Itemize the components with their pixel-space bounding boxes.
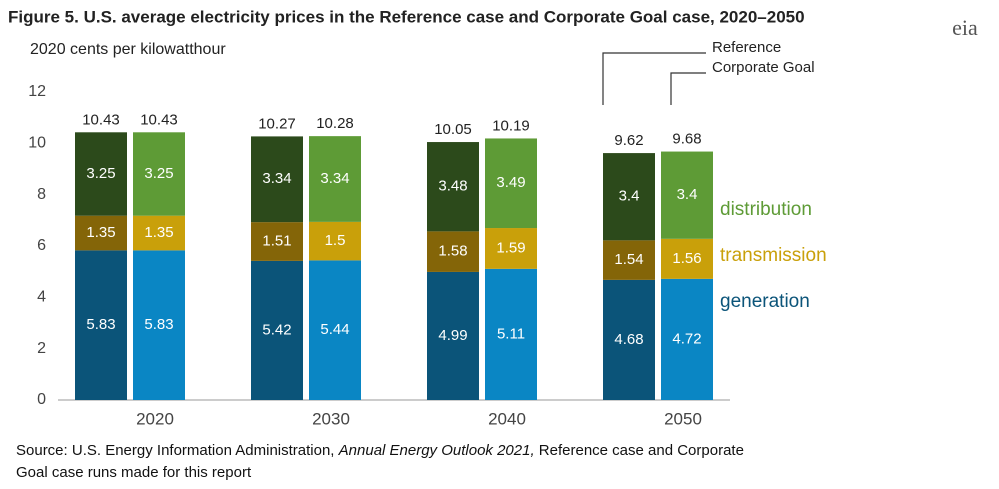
total-label: 10.19 (492, 117, 530, 134)
bar-segment (485, 228, 537, 269)
y-tick-label: 8 (37, 186, 46, 203)
logo: eia (952, 15, 978, 40)
value-label: 3.34 (262, 170, 291, 187)
bar-segment (427, 231, 479, 272)
x-tick-label: 2050 (664, 409, 702, 428)
total-label: 10.28 (316, 115, 354, 132)
leader-line (602, 52, 706, 105)
value-label: 3.48 (438, 178, 467, 195)
bar-segment (603, 153, 655, 241)
value-label: 1.56 (672, 250, 701, 267)
total-label: 10.27 (258, 115, 296, 132)
y-tick-label: 6 (37, 237, 46, 254)
value-label: 1.51 (262, 232, 291, 249)
legend-label: distribution (720, 199, 812, 220)
y-tick-label: 12 (28, 83, 46, 100)
group-label: Reference (712, 39, 781, 56)
source-note: Source: U.S. Energy Information Administ… (16, 440, 756, 484)
value-label: 1.35 (144, 224, 173, 241)
total-label: 10.43 (140, 111, 178, 128)
x-tick-label: 2030 (312, 409, 350, 428)
y-tick-label: 4 (37, 289, 46, 306)
y-axis-label: 2020 cents per kilowatthour (30, 41, 226, 58)
value-label: 5.44 (320, 321, 349, 338)
bar-segment (485, 268, 537, 400)
value-label: 5.83 (86, 316, 115, 333)
value-label: 1.58 (438, 243, 467, 260)
y-tick-label: 0 (37, 391, 46, 408)
value-label: 5.42 (262, 321, 291, 338)
value-label: 3.25 (144, 165, 173, 182)
value-label: 5.83 (144, 316, 173, 333)
value-label: 1.54 (614, 251, 643, 268)
bar-segment (661, 278, 713, 400)
bar-segment (485, 138, 537, 229)
total-label: 9.62 (614, 132, 643, 149)
value-label: 4.72 (672, 330, 701, 347)
value-label: 1.5 (325, 232, 346, 249)
bar-segment (427, 271, 479, 400)
bar-segment (251, 260, 303, 400)
source-text: Source: U.S. Energy Information Administ… (16, 442, 339, 459)
value-label: 1.59 (496, 239, 525, 256)
total-label: 9.68 (672, 131, 701, 148)
x-tick-label: 2020 (136, 409, 174, 428)
bar-segment (133, 215, 185, 251)
bar-segment (75, 250, 127, 400)
source-text: Reference case and Corporate Goal case r… (16, 442, 744, 481)
y-tick-label: 10 (28, 135, 46, 152)
bar-segment (75, 215, 127, 251)
total-label: 10.43 (82, 111, 120, 128)
bar-segment (133, 132, 185, 216)
value-label: 4.68 (614, 331, 643, 348)
bar-segment (75, 132, 127, 216)
bar-segment (309, 221, 361, 261)
value-label: 3.4 (677, 186, 698, 203)
x-tick-label: 2040 (488, 409, 526, 428)
legend-label: generation (720, 291, 810, 312)
chart-title: Figure 5. U.S. average electricity price… (8, 7, 805, 26)
bar-segment (309, 260, 361, 400)
bar-segment (427, 142, 479, 232)
bar-segment (133, 250, 185, 400)
bar-segment (603, 279, 655, 400)
value-label: 3.4 (619, 188, 640, 205)
value-label: 5.11 (497, 325, 525, 342)
chart: Figure 5. U.S. average electricity price… (8, 7, 978, 428)
bar-segment (251, 136, 303, 223)
value-label: 3.49 (496, 174, 525, 191)
value-label: 3.25 (86, 165, 115, 182)
y-tick-label: 2 (37, 340, 46, 357)
group-label: Corporate Goal (712, 59, 815, 76)
total-label: 10.05 (434, 121, 472, 138)
bar-segment (309, 136, 361, 222)
value-label: 1.35 (86, 224, 115, 241)
value-label: 3.34 (320, 170, 349, 187)
bar-segment (661, 151, 713, 239)
source-title: Annual Energy Outlook 2021, (338, 442, 535, 459)
bar-segment (251, 222, 303, 261)
leader-line (670, 72, 706, 105)
bar-segment (603, 240, 655, 280)
bar-segment (661, 238, 713, 279)
legend-label: transmission (720, 245, 827, 266)
value-label: 4.99 (438, 327, 467, 344)
